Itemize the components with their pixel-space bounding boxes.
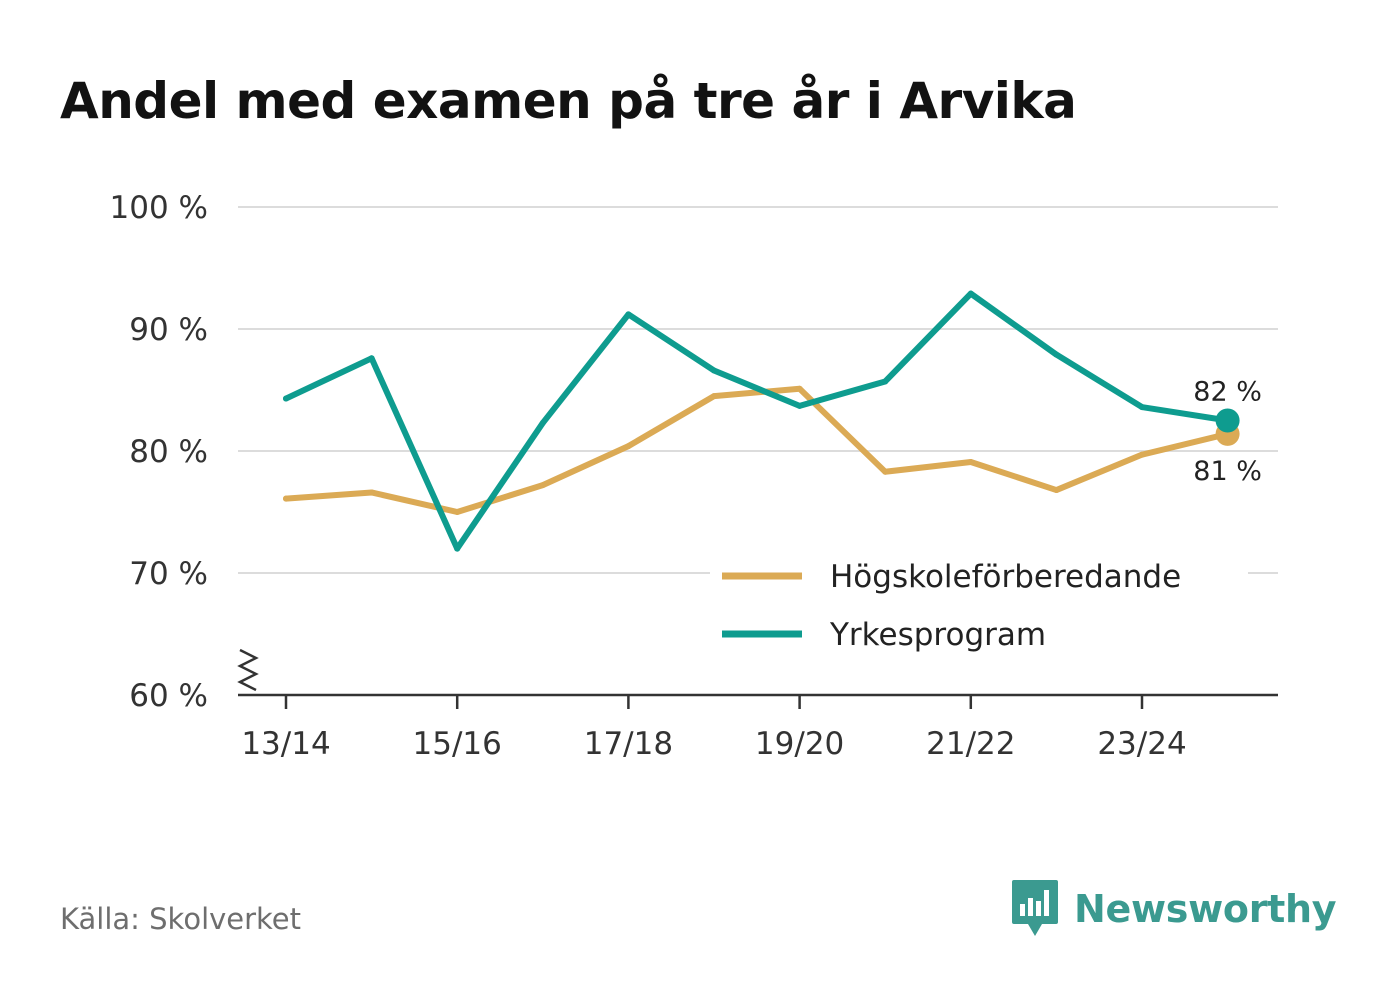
data-point-hogskole (967, 458, 974, 465)
data-point-yrke (1139, 404, 1145, 411)
legend: Högskoleförberedande Yrkesprogram (710, 550, 1248, 654)
brand-logo: Newsworthy (1010, 878, 1337, 940)
y-tick-label: 70 % (129, 556, 208, 592)
data-point-hogskole (625, 443, 632, 450)
data-point-yrke (711, 367, 717, 374)
data-point-yrke (882, 378, 889, 385)
data-point-yrke (454, 545, 461, 552)
data-point-hogskole (454, 509, 461, 515)
series-line-hogskole (283, 385, 1231, 515)
data-point-yrke (796, 402, 803, 409)
data-point-yrke (967, 290, 974, 297)
end-labels: 82 % 81 % (1193, 377, 1262, 487)
data-point-hogskole (796, 385, 803, 392)
data-point-hogskole (1139, 451, 1145, 458)
end-label-yrke: 82 % (1193, 377, 1262, 408)
y-tick-label: 80 % (129, 434, 208, 470)
y-tick-labels: 60 % 70 % 80 % 90 % 100 % (110, 190, 208, 714)
x-tick-label: 15/16 (413, 726, 502, 762)
x-tick-label: 23/24 (1097, 726, 1186, 762)
data-point-hogskole (882, 468, 889, 475)
axis-break-icon (237, 648, 259, 692)
x-tick-label: 17/18 (584, 726, 673, 762)
y-tick-label: 100 % (110, 190, 208, 226)
data-point-hogskole (368, 489, 375, 496)
series-lines (283, 290, 1240, 552)
data-point-hogskole (711, 393, 717, 400)
data-point-yrke (539, 419, 546, 426)
legend-label-hogskole: Högskoleförberedande (830, 559, 1181, 595)
data-point-yrke (368, 355, 375, 362)
data-point-yrke (1053, 351, 1060, 358)
chart-title: Andel med examen på tre år i Arvika (60, 72, 1077, 130)
x-tick-label: 19/20 (755, 726, 844, 762)
newsworthy-logo-icon (1012, 880, 1058, 936)
data-point-yrke (283, 395, 289, 402)
x-tick-label: 13/14 (241, 726, 330, 762)
data-point-hogskole (539, 482, 546, 489)
brand-name: Newsworthy (1074, 887, 1337, 931)
legend-label-yrke: Yrkesprogram (829, 617, 1046, 653)
axes (237, 648, 1278, 709)
series-line-yrke (283, 290, 1231, 552)
data-point-hogskole (283, 495, 289, 502)
y-tick-label: 90 % (129, 312, 208, 348)
x-tick-labels: 13/14 15/16 17/18 19/20 21/22 23/24 (241, 726, 1186, 762)
x-tick-label: 21/22 (926, 726, 1015, 762)
end-label-hogskole: 81 % (1193, 456, 1262, 487)
series-end-marker-yrke (1215, 408, 1240, 433)
data-point-yrke (625, 311, 632, 318)
data-point-hogskole (1053, 487, 1060, 494)
y-tick-label: 60 % (129, 678, 208, 714)
source-note: Källa: Skolverket (60, 902, 302, 936)
